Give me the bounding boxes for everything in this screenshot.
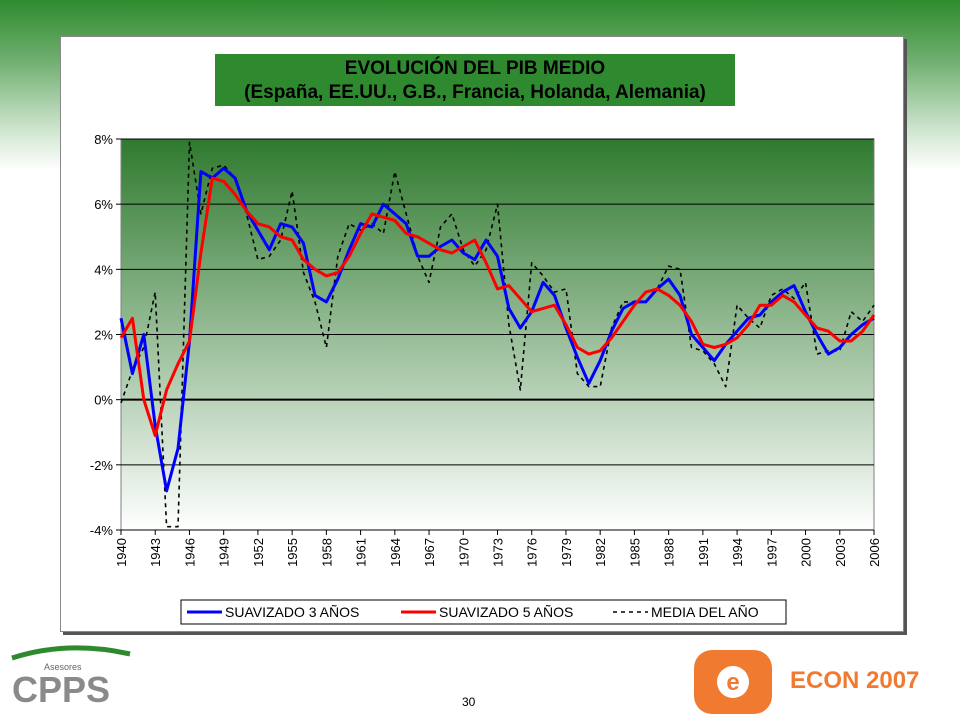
x-tick-label: 1988 xyxy=(662,538,677,567)
x-axis: 1940 1943 1946 1949 1952 1955 1958 1961 1964 1967… xyxy=(114,530,882,567)
econ-label: ECON 2007 xyxy=(790,667,919,694)
x-tick-label: 1982 xyxy=(593,538,608,567)
legend-label-suavizado-5: SUAVIZADO 5 AÑOS xyxy=(439,604,573,620)
page-number: 30 xyxy=(462,695,476,709)
chart-svg: EVOLUCIÓN DEL PIB MEDIO (España, EE.UU.,… xyxy=(90,54,882,625)
x-tick-label: 1973 xyxy=(491,538,506,567)
x-tick-label: 1991 xyxy=(696,538,711,567)
legend-label-suavizado-3: SUAVIZADO 3 AÑOS xyxy=(225,604,359,620)
chart-frame: EVOLUCIÓN DEL PIB MEDIO (España, EE.UU.,… xyxy=(60,36,904,632)
legend: SUAVIZADO 3 AÑOS SUAVIZADO 5 AÑOS MEDIA … xyxy=(180,599,787,625)
y-tick-label: 0% xyxy=(94,393,113,408)
x-tick-label: 1952 xyxy=(251,538,266,567)
x-tick-label: 1985 xyxy=(627,538,642,567)
x-tick-label: 1961 xyxy=(354,538,369,567)
x-tick-label: 1946 xyxy=(182,538,197,567)
cpps-logo: Asesores CPPS xyxy=(11,645,131,710)
x-tick-label: 2006 xyxy=(867,538,882,567)
y-tick-label: 8% xyxy=(94,132,113,147)
y-tick-label: -2% xyxy=(90,458,114,473)
series-suavizado-5-line xyxy=(119,176,876,437)
chart-title: EVOLUCIÓN DEL PIB MEDIO xyxy=(345,57,605,79)
legend-label-media: MEDIA DEL AÑO xyxy=(651,604,759,620)
x-tick-label: 1955 xyxy=(285,538,300,567)
chart-subtitle: (España, EE.UU., G.B., Francia, Holanda,… xyxy=(244,82,706,103)
series-layer xyxy=(119,141,876,528)
x-tick-label: 1970 xyxy=(456,538,471,567)
x-tick-label: 2003 xyxy=(833,538,848,567)
x-tick-label: 1967 xyxy=(422,538,437,567)
x-tick-label: 2000 xyxy=(799,538,814,567)
y-tick-label: -4% xyxy=(90,523,114,538)
e-circle-icon xyxy=(717,666,749,698)
econ-logo: e ECON 2007 xyxy=(694,650,919,714)
x-tick-label: 1976 xyxy=(525,538,540,567)
x-tick-label: 1979 xyxy=(559,538,574,567)
x-tick-label: 1997 xyxy=(764,538,779,567)
y-axis: 8% 6% 4% 2% 0% -2% -4% xyxy=(90,132,121,538)
title-box xyxy=(215,54,735,106)
cpps-label: CPPS xyxy=(12,669,110,710)
cpps-swoosh xyxy=(11,645,131,661)
x-tick-label: 1940 xyxy=(114,538,129,567)
series-media-line xyxy=(120,141,875,528)
x-tick-label: 1949 xyxy=(217,538,232,567)
x-tick-label: 1964 xyxy=(388,538,403,567)
cpps-sub-label: Asesores xyxy=(44,662,82,672)
y-tick-label: 4% xyxy=(94,262,113,277)
x-tick-label: 1958 xyxy=(319,538,334,567)
legend-box xyxy=(180,599,787,625)
y-tick-label: 6% xyxy=(94,197,113,212)
x-tick-label: 1943 xyxy=(148,538,163,567)
y-tick-label: 2% xyxy=(94,328,113,343)
e-letter-icon: e xyxy=(726,669,739,696)
x-tick-label: 1994 xyxy=(730,538,745,567)
